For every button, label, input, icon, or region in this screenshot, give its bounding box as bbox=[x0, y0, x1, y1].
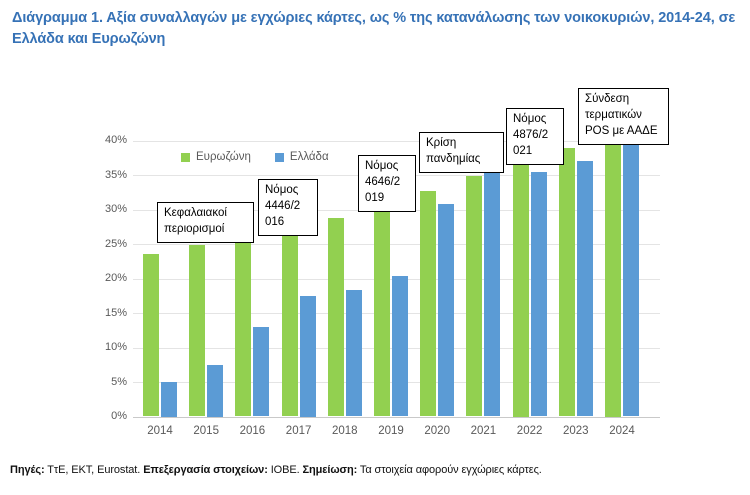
bar-eurozone bbox=[466, 176, 483, 417]
source-note-text: ΙΟΒΕ. bbox=[267, 464, 303, 476]
y-axis-tick-label: 25% bbox=[104, 237, 127, 250]
annotation-box: Νόμος 4446/2 016 bbox=[258, 179, 318, 236]
bar-greece bbox=[253, 326, 270, 417]
y-axis-tick-label: 30% bbox=[104, 203, 127, 215]
x-axis-line bbox=[133, 416, 660, 418]
bar-eurozone bbox=[327, 217, 344, 417]
bar-eurozone bbox=[558, 148, 575, 417]
legend-item-greece: Ελλάδα bbox=[274, 151, 329, 163]
bar-eurozone bbox=[189, 245, 206, 417]
chart-title: Διάγραμμα 1. Αξία συναλλαγών με εγχώριες… bbox=[12, 10, 736, 48]
bar-greece bbox=[623, 142, 639, 417]
source-note-label: Επεξεργασία στοιχείων: bbox=[143, 464, 268, 476]
x-axis-tick-label: 2017 bbox=[285, 424, 312, 437]
y-axis-tick-label: 10% bbox=[104, 341, 127, 353]
bar-greece bbox=[392, 275, 408, 417]
gridline bbox=[133, 140, 660, 142]
legend: Ευρωζώνη Ελλάδα bbox=[181, 151, 329, 163]
bar-greece bbox=[576, 161, 593, 417]
x-axis-tick-label: 2014 bbox=[147, 424, 173, 437]
legend-swatch-eurozone bbox=[181, 152, 190, 162]
bar-eurozone bbox=[281, 228, 298, 417]
legend-swatch-greece bbox=[274, 152, 284, 162]
bar-greece bbox=[345, 289, 362, 417]
x-axis-tick-label: 2024 bbox=[609, 424, 635, 437]
y-axis-tick-label: 0% bbox=[111, 410, 127, 422]
source-note-label: Σημείωση: bbox=[302, 464, 358, 476]
bar-eurozone bbox=[143, 254, 159, 417]
bar-eurozone bbox=[235, 237, 252, 417]
annotation-box: Νόμος 4876/2 021 bbox=[506, 108, 564, 165]
annotation-box: Σύνδεση τερματικών POS με ΑΑΔΕ bbox=[578, 88, 669, 145]
y-axis-tick-label: 20% bbox=[104, 272, 127, 284]
source-note: Πηγές: ΤτΕ, ΕΚΤ, Eurostat. Επεξεργασία σ… bbox=[10, 464, 746, 476]
annotation-box: Κρίση πανδημίας bbox=[419, 132, 504, 173]
x-axis-tick-label: 2023 bbox=[563, 424, 589, 437]
legend-label: Ελλάδα bbox=[289, 151, 329, 163]
bar-greece bbox=[484, 172, 501, 417]
source-note-text: Τα στοιχεία αφορούν εγχώριες κάρτες. bbox=[357, 464, 542, 476]
bar-greece bbox=[530, 171, 547, 417]
source-note-label: Πηγές: bbox=[10, 464, 45, 476]
bar-eurozone bbox=[605, 140, 621, 417]
source-note-text: ΤτΕ, ΕΚΤ, Eurostat. bbox=[44, 464, 144, 476]
x-axis-tick-label: 2019 bbox=[378, 424, 404, 437]
bar-eurozone bbox=[512, 157, 529, 417]
bar-eurozone bbox=[420, 190, 437, 417]
y-axis-tick-label: 35% bbox=[104, 168, 127, 181]
gridline bbox=[133, 244, 660, 245]
x-axis-tick-label: 2022 bbox=[516, 424, 543, 437]
y-axis-tick-label: 40% bbox=[104, 134, 127, 146]
bar-greece bbox=[438, 203, 455, 417]
legend-label: Ευρωζώνη bbox=[196, 151, 251, 163]
x-axis-tick-label: 2021 bbox=[470, 424, 497, 437]
y-axis-tick-label: 15% bbox=[104, 306, 127, 319]
annotation-box: Κεφαλαιακοί περιορισμοί bbox=[157, 202, 254, 243]
bar-greece bbox=[299, 295, 316, 417]
bar-greece bbox=[207, 364, 224, 417]
y-axis-tick-label: 5% bbox=[111, 375, 127, 388]
bar-eurozone bbox=[374, 207, 390, 417]
annotation-box: Νόμος 4646/2 019 bbox=[358, 155, 416, 212]
bar-greece bbox=[161, 382, 177, 417]
x-axis-tick-label: 2015 bbox=[193, 424, 219, 437]
x-axis-tick-label: 2020 bbox=[424, 424, 450, 437]
legend-item-eurozone: Ευρωζώνη bbox=[181, 151, 251, 163]
x-axis-tick-label: 2018 bbox=[332, 424, 358, 437]
x-axis-tick-label: 2016 bbox=[239, 424, 266, 437]
